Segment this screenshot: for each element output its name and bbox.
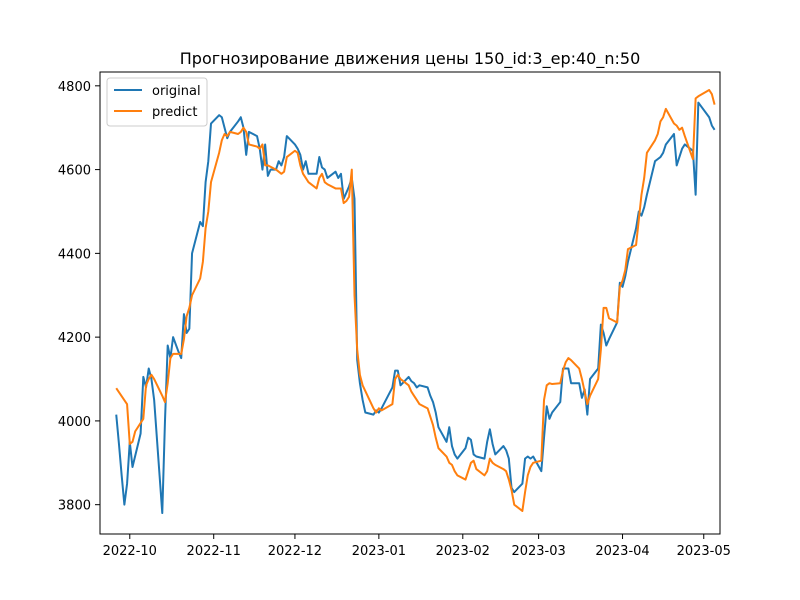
x-tick-label: 2022-10: [103, 544, 157, 559]
legend-label-predict: predict: [152, 105, 197, 120]
y-tick-label: 4000: [58, 415, 91, 430]
x-tick-label: 2023-04: [595, 544, 649, 559]
y-tick-label: 4800: [58, 80, 91, 95]
x-tick-label: 2022-12: [268, 544, 322, 559]
x-axis: 2022-10 2022-11 2022-12 2023-01 2023-02 2023-…: [103, 534, 731, 559]
x-tick-label: 2023-01: [352, 544, 406, 559]
y-axis: 3800 4000 4200 4400 4600 4800: [58, 80, 100, 514]
series-line-predict: [115, 89, 716, 512]
y-tick-label: 4400: [58, 247, 91, 262]
x-tick-label: 2023-05: [677, 544, 731, 559]
legend-label-original: original: [152, 84, 201, 99]
chart-title: Прогнозирование движения цены 150_id:3_e…: [180, 49, 641, 69]
y-tick-label: 4600: [58, 164, 91, 179]
y-tick-label: 3800: [58, 499, 91, 514]
x-tick-label: 2023-03: [511, 544, 565, 559]
legend: original predict: [106, 77, 208, 127]
x-tick-label: 2023-02: [436, 544, 490, 559]
y-tick-label: 4200: [58, 331, 91, 346]
series-layer: [115, 89, 716, 515]
x-tick-label: 2022-11: [187, 544, 241, 559]
plot-area-frame: [99, 71, 721, 535]
